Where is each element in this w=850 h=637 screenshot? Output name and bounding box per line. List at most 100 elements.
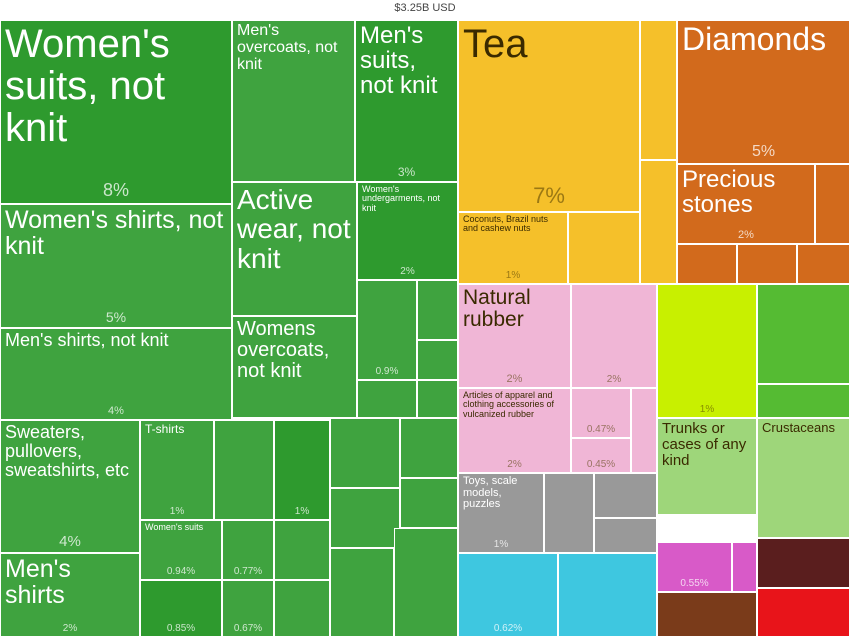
treemap-tile-item-24: 1% [274, 420, 330, 520]
treemap-tile-item-26: Women's suits 0.94% [140, 520, 222, 580]
tile-percent: 1% [493, 539, 509, 550]
tile-label: Women's shirts, not knit [5, 206, 224, 261]
tile-percent: 2% [507, 459, 522, 470]
tile-label: Articles of apparel and clothing accesso… [463, 390, 555, 419]
tile-label: Men's shirts, not knit [5, 330, 169, 350]
treemap-tile-20 [797, 244, 850, 284]
tile-percent: 2% [400, 266, 415, 277]
tile-percent: 8% [102, 180, 129, 200]
treemap-tile-item-32: 0.55% [657, 542, 732, 592]
tile-percent: 5% [751, 143, 776, 160]
treemap-tile-item-12: 2% [571, 284, 657, 388]
tile-label: Tea [463, 22, 528, 66]
treemap-tile-item-15: 0.9% [357, 280, 417, 380]
tile-label: Diamonds [682, 21, 827, 57]
treemap-tile-item-6: Precious stones 2% [677, 164, 815, 244]
treemap-tile-24 [594, 473, 657, 518]
tile-label: Sweaters, pullovers, sweatshirts, etc [5, 422, 130, 480]
treemap-tile-item-17: Articles of apparel and clothing accesso… [458, 388, 571, 473]
treemap-tile-2 [330, 488, 400, 548]
treemap-tile-item-25: Toys, scale models, puzzles 1% [458, 473, 544, 553]
treemap-tile-item-21: Crustaceans [757, 418, 850, 538]
treemap-tile-19 [737, 244, 797, 284]
treemap-tile-26 [631, 388, 657, 473]
treemap-tile-item-9: Coconuts, Brazil nuts and cashew nuts 1% [458, 212, 568, 284]
tile-percent: 7% [533, 183, 565, 208]
treemap-tile-23 [544, 473, 594, 553]
tile-label: Precious stones [682, 166, 776, 219]
treemap-tile-item-31: 0.62% [458, 553, 558, 637]
tile-label: Women's suits [145, 522, 204, 532]
tile-percent: 3% [397, 165, 416, 179]
treemap-tile-10 [417, 380, 458, 418]
tile-percent: 4% [108, 405, 124, 417]
treemap-tile-item-18: 0.47% [571, 388, 631, 438]
tile-percent: 2% [506, 373, 523, 385]
treemap-tile-item-16: Men's shirts, not knit 4% [0, 328, 232, 420]
tile-percent: 2% [606, 374, 622, 385]
total-value-label: $3.25B USD [394, 2, 456, 14]
tile-label: Womens overcoats, not knit [237, 318, 330, 382]
tile-percent: 0.94% [166, 566, 196, 577]
treemap-tile-item-3: Men's suits, not knit 3% [355, 20, 458, 182]
tile-percent: 0.85% [166, 623, 196, 634]
treemap-tile-item-10: Women's shirts, not knit 5% [0, 204, 232, 328]
treemap-tile-27 [558, 553, 657, 637]
treemap-tile-1 [330, 418, 400, 488]
tile-label: Men's shirts [5, 555, 71, 610]
treemap-tile-11 [274, 520, 330, 580]
treemap-tile-item-1: Women's suits, not knit 8% [0, 20, 232, 204]
tile-label: Natural rubber [463, 286, 531, 332]
treemap-tile-8 [417, 340, 458, 380]
tile-percent: 1% [505, 270, 521, 281]
treemap-tile-item-19: 0.45% [571, 438, 631, 473]
treemap-tile-6 [394, 528, 458, 637]
tile-label: Coconuts, Brazil nuts and cashew nuts [463, 214, 549, 234]
tile-percent: 0.67% [233, 623, 263, 634]
tile-label: Active wear, not knit [237, 184, 351, 274]
tile-percent: 4% [59, 533, 81, 550]
treemap-tile-15 [640, 160, 677, 284]
treemap-tile-28 [732, 542, 757, 592]
treemap-tile-item-22: Sweaters, pullovers, sweatshirts, etc 4% [0, 420, 140, 553]
treemap-tile-item-4: Tea 7% [458, 20, 640, 212]
treemap-tile-16 [568, 212, 640, 284]
treemap-tile-item-5: Diamonds 5% [677, 20, 850, 164]
tile-label: Crustaceans [762, 420, 835, 435]
tile-label: Toys, scale models, puzzles [463, 475, 518, 511]
treemap-tile-7 [417, 280, 458, 340]
treemap-tile-30 [757, 538, 850, 588]
tile-percent: 0.9% [375, 366, 399, 377]
treemap-tile-item-30: 0.67% [222, 580, 274, 637]
treemap-tile-21 [757, 284, 850, 384]
treemap-tile-item-8: Women's undergarments, not knit 2% [357, 182, 458, 280]
treemap-tile-item-13: 1% [657, 284, 757, 418]
treemap-tile-item-11: Natural rubber 2% [458, 284, 571, 388]
treemap-tile-29 [657, 592, 757, 637]
treemap-tile-17 [815, 164, 850, 244]
treemap-tile-4 [400, 418, 458, 478]
treemap-tile-item-20: Trunks or cases of any kind [657, 418, 757, 515]
treemap-tile-item-2: Men's overcoats, not knit [232, 20, 355, 182]
treemap-tile-13 [214, 420, 274, 520]
tile-percent: 0.45% [586, 459, 616, 470]
treemap-tile-25 [594, 518, 657, 553]
tile-label: Men's overcoats, not knit [237, 22, 338, 73]
treemap-tile-18 [677, 244, 737, 284]
treemap-tile-item-7: Active wear, not knit [232, 182, 357, 316]
treemap-tile-item-14: Womens overcoats, not knit [232, 316, 357, 418]
tile-percent: 2% [62, 623, 78, 634]
tile-percent: 0.77% [233, 566, 263, 577]
treemap-tile-12 [274, 580, 330, 637]
tile-percent: 2% [738, 229, 754, 241]
treemap-tile-9 [357, 380, 417, 418]
treemap-tile-22 [757, 384, 850, 418]
treemap-tile-3 [330, 548, 394, 637]
treemap-tile-item-29: 0.85% [140, 580, 222, 637]
treemap-tile-item-23: T-shirts 1% [140, 420, 214, 520]
tile-percent: 0.62% [493, 623, 523, 634]
tile-percent: 5% [105, 309, 127, 325]
treemap-tile-5 [400, 478, 458, 528]
treemap-tile-item-28: Men's shirts 2% [0, 553, 140, 637]
tile-label: Women's suits, not knit [5, 22, 170, 150]
